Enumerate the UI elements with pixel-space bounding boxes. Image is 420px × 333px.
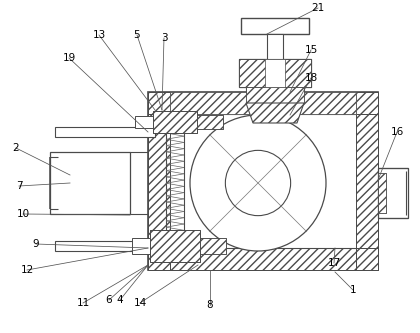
Bar: [241, 18, 309, 34]
Bar: [197, 115, 223, 129]
Text: 16: 16: [390, 127, 404, 137]
Text: 17: 17: [327, 258, 341, 268]
Polygon shape: [297, 92, 356, 114]
Text: 8: 8: [207, 300, 213, 310]
Bar: [132, 238, 150, 254]
Bar: [239, 59, 311, 87]
Polygon shape: [170, 92, 253, 114]
Text: 15: 15: [304, 45, 318, 55]
Bar: [148, 92, 170, 114]
Bar: [378, 168, 408, 218]
Bar: [239, 59, 311, 87]
Text: 4: 4: [117, 295, 123, 305]
Bar: [246, 87, 304, 103]
Bar: [148, 92, 378, 270]
Bar: [200, 238, 226, 254]
Bar: [148, 114, 170, 248]
Bar: [135, 116, 153, 128]
Text: 21: 21: [311, 3, 325, 13]
Bar: [239, 59, 311, 87]
Bar: [153, 111, 197, 133]
Text: 11: 11: [76, 298, 89, 308]
Bar: [356, 248, 378, 270]
Bar: [356, 114, 378, 248]
Bar: [148, 114, 170, 248]
Bar: [246, 87, 304, 103]
Bar: [197, 115, 223, 129]
Text: 18: 18: [304, 73, 318, 83]
Text: 9: 9: [33, 239, 39, 249]
Bar: [153, 111, 197, 133]
Text: 3: 3: [161, 33, 167, 43]
Bar: [170, 92, 356, 114]
Bar: [50, 152, 130, 214]
Bar: [267, 34, 283, 59]
Bar: [55, 127, 155, 137]
Bar: [55, 241, 155, 251]
Text: 12: 12: [21, 265, 34, 275]
Bar: [150, 230, 200, 262]
Bar: [265, 59, 285, 87]
Bar: [356, 248, 378, 270]
Bar: [246, 87, 304, 103]
Bar: [170, 92, 356, 114]
Text: 6: 6: [106, 295, 112, 305]
Text: 10: 10: [16, 209, 29, 219]
Text: 1: 1: [350, 285, 356, 295]
Bar: [378, 173, 386, 213]
Text: 5: 5: [134, 30, 140, 40]
Bar: [356, 114, 378, 248]
Text: 14: 14: [134, 298, 147, 308]
Bar: [148, 248, 170, 270]
Circle shape: [226, 151, 291, 216]
Bar: [200, 238, 226, 254]
Text: 7: 7: [16, 181, 22, 191]
Text: 19: 19: [63, 53, 76, 63]
Bar: [170, 248, 356, 270]
Bar: [170, 248, 356, 270]
Bar: [356, 92, 378, 114]
Bar: [148, 248, 170, 270]
Bar: [148, 92, 170, 114]
Bar: [378, 173, 386, 213]
Bar: [150, 230, 200, 262]
Text: 13: 13: [92, 30, 105, 40]
Circle shape: [190, 115, 326, 251]
Bar: [356, 92, 378, 114]
Text: 2: 2: [13, 143, 19, 153]
Polygon shape: [246, 103, 304, 123]
